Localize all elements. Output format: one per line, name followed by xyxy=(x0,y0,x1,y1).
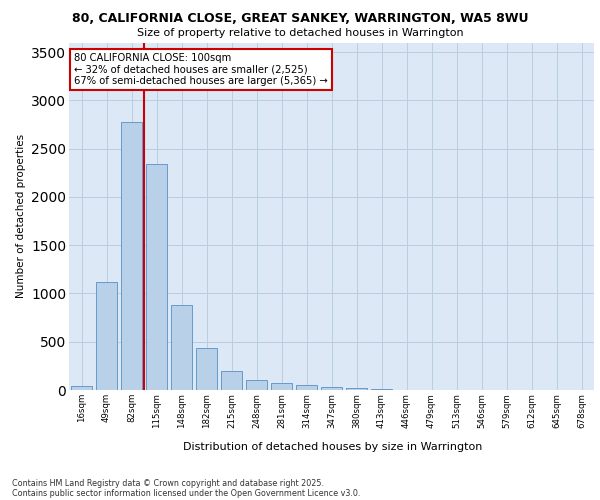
Text: Size of property relative to detached houses in Warrington: Size of property relative to detached ho… xyxy=(137,28,463,38)
Bar xyxy=(96,282,117,390)
Bar xyxy=(221,370,242,390)
Bar xyxy=(246,380,267,390)
Bar xyxy=(71,386,92,390)
Text: 80 CALIFORNIA CLOSE: 100sqm
← 32% of detached houses are smaller (2,525)
67% of : 80 CALIFORNIA CLOSE: 100sqm ← 32% of det… xyxy=(74,53,328,86)
Text: Contains public sector information licensed under the Open Government Licence v3: Contains public sector information licen… xyxy=(12,488,361,498)
Bar xyxy=(296,385,317,390)
Bar xyxy=(146,164,167,390)
Bar xyxy=(346,388,367,390)
Bar xyxy=(196,348,217,390)
Text: 80, CALIFORNIA CLOSE, GREAT SANKEY, WARRINGTON, WA5 8WU: 80, CALIFORNIA CLOSE, GREAT SANKEY, WARR… xyxy=(72,12,528,26)
Bar xyxy=(271,383,292,390)
Bar xyxy=(321,386,342,390)
Bar xyxy=(171,305,192,390)
Y-axis label: Number of detached properties: Number of detached properties xyxy=(16,134,26,298)
Bar xyxy=(121,122,142,390)
Text: Contains HM Land Registry data © Crown copyright and database right 2025.: Contains HM Land Registry data © Crown c… xyxy=(12,478,324,488)
Bar xyxy=(371,389,392,390)
Text: Distribution of detached houses by size in Warrington: Distribution of detached houses by size … xyxy=(184,442,482,452)
